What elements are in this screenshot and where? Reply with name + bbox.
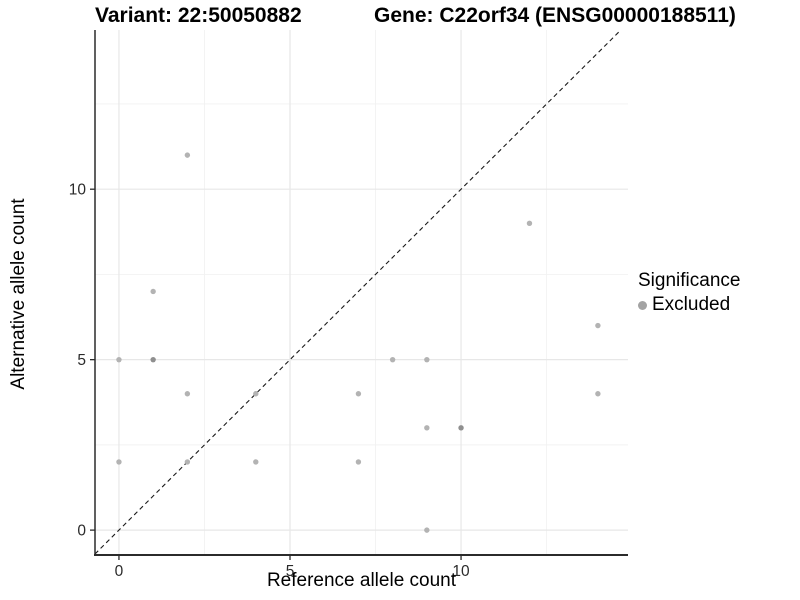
data-point (424, 425, 430, 431)
x-tick-label: 5 (286, 563, 295, 580)
y-tick-label: 10 (69, 182, 87, 199)
data-point (458, 425, 464, 431)
data-point (424, 356, 430, 363)
plot-title-gene: Gene: C22orf34 (ENSG00000188511) (374, 4, 736, 27)
legend-item-excluded: Excluded (638, 294, 740, 316)
x-tick-label: 10 (452, 563, 470, 580)
y-tick-label: 5 (77, 352, 86, 369)
data-point (150, 356, 156, 363)
data-point (116, 459, 122, 465)
data-point (184, 391, 191, 397)
legend-item-label: Excluded (652, 294, 731, 315)
data-point (184, 459, 191, 465)
legend-key-dot-icon (638, 300, 647, 310)
legend: Significance Excluded (638, 270, 740, 316)
data-point (355, 391, 362, 397)
data-point (253, 459, 259, 465)
data-point (595, 391, 601, 397)
data-point (424, 527, 430, 533)
legend-title: Significance (638, 270, 741, 291)
y-axis-label: Alternative allele count (8, 198, 29, 390)
identity-line (94, 29, 622, 555)
x-axis-label: Reference allele count (266, 570, 457, 591)
plot-title-variant: Variant: 22:50050882 (95, 4, 302, 27)
y-tick-label: 0 (77, 523, 86, 540)
data-point (253, 391, 259, 397)
data-point (526, 220, 533, 226)
x-tick-label: 0 (115, 563, 124, 580)
data-point (355, 459, 362, 465)
data-point (184, 152, 191, 158)
data-point (595, 322, 601, 329)
data-point (389, 356, 396, 363)
data-point (150, 288, 156, 295)
data-point (116, 356, 122, 363)
